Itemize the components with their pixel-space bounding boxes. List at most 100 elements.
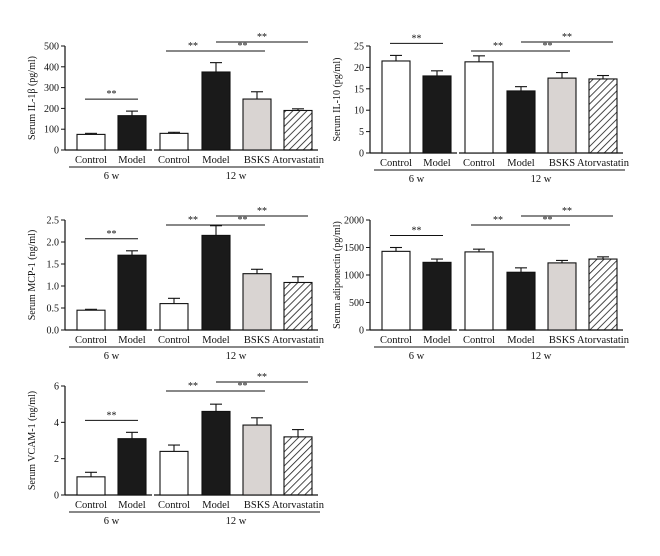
y-tick-label: 500 xyxy=(44,42,59,53)
group-label: 12 w xyxy=(226,351,247,362)
significance-label: ** xyxy=(412,33,422,44)
y-tick-label: 2000 xyxy=(344,216,364,227)
y-tick-label: 0.5 xyxy=(47,304,60,315)
bar-control xyxy=(159,132,189,151)
y-tick-label: 200 xyxy=(44,104,59,115)
category-label: Control xyxy=(158,500,190,511)
significance-label: ** xyxy=(493,215,503,226)
group-label: 6 w xyxy=(409,174,425,185)
significance-label: ** xyxy=(107,229,117,240)
significance-label: ** xyxy=(238,381,248,392)
bar-model xyxy=(117,438,147,496)
bar-control xyxy=(159,303,189,331)
category-label: Control xyxy=(158,335,190,346)
significance-label: ** xyxy=(107,89,117,100)
significance-label: ** xyxy=(188,41,198,52)
y-tick-label: 2.0 xyxy=(47,238,60,249)
category-label: Atorvastatin xyxy=(272,500,325,511)
bar-atorvastatin xyxy=(283,109,313,151)
category-label: Model xyxy=(423,158,450,169)
category-label: Atorvastatin xyxy=(272,335,325,346)
bar-model xyxy=(422,261,452,331)
category-label: Model xyxy=(118,155,145,166)
bar-control xyxy=(381,60,411,154)
bar-bsks xyxy=(242,98,272,151)
significance-label: ** xyxy=(543,41,553,52)
category-label: Control xyxy=(380,158,412,169)
bar-model xyxy=(506,90,536,154)
bar-model xyxy=(506,271,536,331)
y-axis-label: Serum VCAM-1 (ng/ml) xyxy=(27,391,38,490)
y-tick-label: 20 xyxy=(354,63,364,74)
y-tick-label: 2.5 xyxy=(47,216,60,227)
y-tick-label: 4 xyxy=(54,418,59,429)
significance-label: ** xyxy=(257,32,267,43)
bar-model xyxy=(117,254,147,331)
panel-il1b: 0 100 200 300 400 500 Serum IL-1β (pg/ml) Contr… xyxy=(27,32,325,182)
y-tick-label: 2 xyxy=(54,454,59,465)
bar-atorvastatin xyxy=(283,281,313,331)
y-tick-label: 0 xyxy=(54,491,59,502)
category-label: Model xyxy=(507,158,534,169)
group-label: 6 w xyxy=(104,516,120,527)
category-label: BSKS xyxy=(549,158,575,169)
group-label: 6 w xyxy=(104,171,120,182)
category-label: Control xyxy=(75,155,107,166)
category-label: BSKS xyxy=(549,335,575,346)
category-label: Atorvastatin xyxy=(272,155,325,166)
y-tick-label: 25 xyxy=(354,42,364,53)
y-tick-label: 300 xyxy=(44,83,59,94)
y-axis-label: Serum IL-10 (pg/ml) xyxy=(332,58,343,142)
significance-label: ** xyxy=(188,215,198,226)
y-tick-label: 1.5 xyxy=(47,260,60,271)
category-label: Model xyxy=(118,500,145,511)
y-tick-label: 5 xyxy=(359,127,364,138)
category-label: Control xyxy=(380,335,412,346)
bar-atorvastatin xyxy=(588,78,618,154)
significance-label: ** xyxy=(188,381,198,392)
bar-bsks xyxy=(242,424,272,496)
category-label: Model xyxy=(118,335,145,346)
panel-il10: 0 5 10 15 20 25 Serum IL-10 (pg/ml) Control Mode… xyxy=(332,32,630,185)
significance-label: ** xyxy=(238,215,248,226)
bar-control xyxy=(464,61,494,154)
significance-label: ** xyxy=(562,32,572,43)
y-tick-label: 0 xyxy=(54,146,59,157)
significance-label: ** xyxy=(493,41,503,52)
category-label: Model xyxy=(507,335,534,346)
group-label: 6 w xyxy=(104,351,120,362)
bar-model xyxy=(117,115,147,151)
group-label: 12 w xyxy=(226,171,247,182)
significance-label: ** xyxy=(412,226,422,237)
y-axis-label: Serum adiponectin (pg/ml) xyxy=(332,221,343,329)
group-label: 12 w xyxy=(226,516,247,527)
y-tick-label: 400 xyxy=(44,62,59,73)
category-label: Control xyxy=(75,500,107,511)
y-tick-label: 1.0 xyxy=(47,282,60,293)
significance-label: ** xyxy=(257,206,267,217)
bar-atorvastatin xyxy=(283,436,313,496)
y-axis-label: Serum MCP-1 (ng/ml) xyxy=(27,230,38,321)
group-label: 12 w xyxy=(531,351,552,362)
bar-control xyxy=(76,309,106,331)
bar-bsks xyxy=(547,77,577,154)
y-axis-label: Serum IL-1β (pg/ml) xyxy=(27,56,38,140)
category-label: Model xyxy=(202,500,229,511)
category-label: Model xyxy=(423,335,450,346)
bar-control xyxy=(381,250,411,331)
y-tick-label: 15 xyxy=(354,84,364,95)
panel-vcam1: 0 2 4 6 Serum VCAM-1 (ng/ml) Control Model Cont… xyxy=(27,372,325,527)
category-label: Model xyxy=(202,155,229,166)
bar-control xyxy=(76,476,106,496)
category-label: BSKS xyxy=(244,155,270,166)
bar-atorvastatin xyxy=(588,258,618,331)
bar-bsks xyxy=(242,273,272,331)
significance-label: ** xyxy=(238,41,248,52)
category-label: Control xyxy=(75,335,107,346)
significance-label: ** xyxy=(562,206,572,217)
bar-control xyxy=(159,450,189,496)
significance-label: ** xyxy=(107,410,117,421)
panel-mcp1: 0.0 0.5 1.0 1.5 2.0 2.5 Serum MCP-1 (ng/ml) Con… xyxy=(27,206,325,362)
